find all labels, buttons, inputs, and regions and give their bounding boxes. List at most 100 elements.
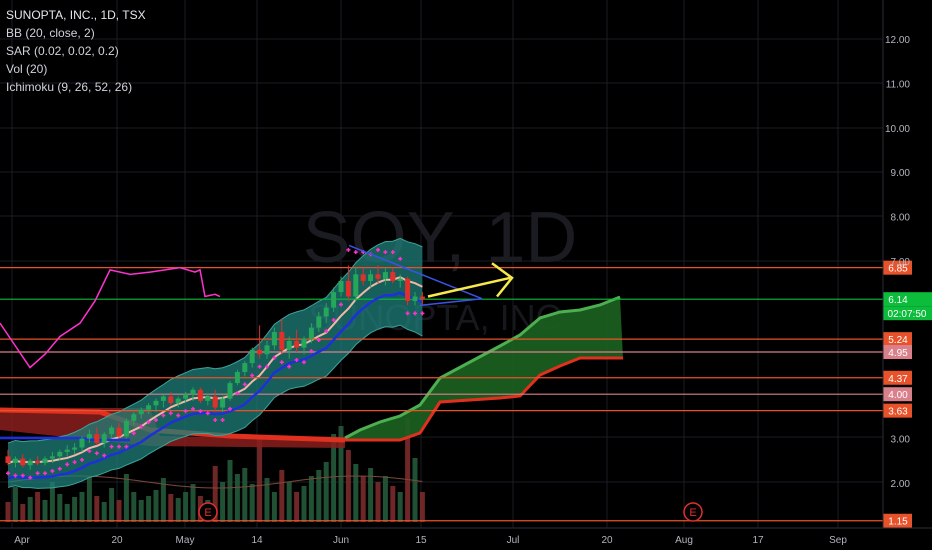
indicator-bb[interactable]: BB (20, close, 2) bbox=[6, 26, 95, 40]
volume-bar bbox=[79, 492, 85, 522]
kijun-line bbox=[7, 291, 423, 480]
candle-body bbox=[138, 409, 144, 415]
price-badge-label: 6.14 bbox=[888, 295, 908, 306]
candle-body bbox=[301, 338, 307, 348]
bollinger-bands bbox=[7, 237, 423, 489]
sar-dot bbox=[346, 247, 351, 252]
volume-bar bbox=[264, 478, 270, 522]
indicator-ichimoku[interactable]: Ichimoku (9, 26, 52, 26) bbox=[6, 80, 133, 94]
breakout-arrow-head[interactable] bbox=[491, 262, 514, 298]
price-badge bbox=[883, 513, 912, 528]
price-tick-label: 9.00 bbox=[891, 168, 911, 179]
sar-dot bbox=[383, 250, 388, 255]
candle-body bbox=[212, 396, 218, 408]
candle-body bbox=[42, 458, 48, 464]
price-tick-label: 2.00 bbox=[891, 479, 911, 490]
time-axis[interactable]: Apr 20 May 14 Jun 15 Jul 20 Aug 17 Sep bbox=[0, 527, 932, 546]
sar-dot bbox=[183, 409, 188, 414]
sar-dot bbox=[124, 444, 129, 449]
volume-bar bbox=[42, 500, 48, 522]
sar-dot bbox=[13, 473, 18, 478]
bb-fill bbox=[8, 238, 423, 489]
candle-body bbox=[57, 451, 63, 457]
sar-dot bbox=[242, 382, 247, 387]
price-tick-label: 8.00 bbox=[891, 213, 911, 224]
time-tick-label: 20 bbox=[111, 535, 123, 546]
volume-bar bbox=[368, 468, 374, 522]
sar-dot bbox=[131, 431, 136, 436]
candle-body bbox=[271, 332, 277, 346]
sar-dot bbox=[154, 417, 158, 422]
candle-body bbox=[153, 400, 159, 406]
symbol-title: SUNOPTA, INC., 1D, TSX bbox=[6, 8, 146, 22]
candle-body bbox=[72, 447, 78, 450]
price-badge bbox=[883, 260, 912, 275]
sar-dot bbox=[117, 444, 121, 449]
volume-bar bbox=[101, 502, 107, 522]
candle-body bbox=[64, 449, 70, 452]
sar-dot bbox=[43, 471, 47, 476]
sar-dot bbox=[109, 444, 114, 449]
horizontal-levels[interactable]: 6.85 6.14 5.24 4.95 4.37 4.00 3.63 1.15 02:07:50 bbox=[0, 260, 932, 528]
volume-bar bbox=[338, 426, 344, 522]
volume-bar bbox=[397, 492, 403, 522]
volume-bar bbox=[153, 490, 159, 522]
price-badge bbox=[883, 403, 912, 418]
sar-dot bbox=[353, 250, 358, 255]
candle-body bbox=[116, 427, 122, 437]
volume-bar bbox=[20, 504, 26, 522]
sar-dot bbox=[376, 247, 380, 252]
candle-body bbox=[27, 460, 33, 466]
time-tick-label: May bbox=[176, 535, 195, 546]
sar-dot bbox=[161, 413, 166, 418]
candle-body bbox=[286, 340, 292, 350]
sar-dot bbox=[309, 349, 314, 354]
price-badge-label: 6.85 bbox=[888, 264, 908, 275]
candle-body bbox=[49, 456, 55, 459]
volume-bar bbox=[242, 468, 248, 522]
volume-bar bbox=[234, 474, 240, 522]
drawings[interactable] bbox=[348, 244, 514, 307]
candle-body bbox=[12, 458, 18, 464]
sar-dot bbox=[65, 462, 70, 467]
volume-bar bbox=[160, 478, 166, 522]
candle-body bbox=[227, 383, 233, 399]
time-tick-label: Aug bbox=[675, 535, 693, 546]
indicator-vol[interactable]: Vol (20) bbox=[6, 62, 48, 76]
bb-lower bbox=[7, 324, 423, 489]
volume-bar bbox=[301, 486, 307, 522]
volume-bars bbox=[5, 418, 425, 522]
sar-dot bbox=[20, 473, 25, 478]
volume-bar bbox=[390, 486, 396, 522]
volume-bar bbox=[49, 482, 55, 522]
candle-body bbox=[35, 460, 41, 464]
volume-bar bbox=[353, 464, 359, 522]
price-tick-label: 3.00 bbox=[891, 435, 911, 446]
price-badge bbox=[883, 387, 912, 402]
senkou-span-b bbox=[345, 356, 623, 442]
sar-dot bbox=[6, 471, 10, 476]
triangle-pattern[interactable] bbox=[348, 244, 483, 307]
sar-dot bbox=[302, 360, 306, 365]
breakout-arrow-shaft[interactable] bbox=[427, 276, 511, 298]
candle-body bbox=[264, 345, 270, 355]
candle-body bbox=[279, 332, 285, 350]
candle-body bbox=[175, 398, 181, 404]
volume-bar bbox=[286, 482, 292, 522]
watermark-symbol: SOY, 1D bbox=[303, 198, 578, 278]
volume-bar bbox=[5, 502, 11, 522]
candle-body bbox=[419, 296, 425, 300]
candle-body bbox=[190, 389, 196, 395]
time-tick-label: 14 bbox=[251, 535, 263, 546]
candle-body bbox=[249, 349, 255, 364]
price-tick-label: 11.00 bbox=[886, 79, 911, 90]
price-axis[interactable]: 12.00 11.00 10.00 9.00 8.00 7.00 3.00 2.00 bbox=[882, 0, 911, 528]
volume-bar bbox=[27, 497, 33, 522]
volume-bar bbox=[190, 484, 196, 522]
indicator-sar[interactable]: SAR (0.02, 0.02, 0.2) bbox=[6, 44, 119, 58]
candle-body bbox=[331, 292, 337, 308]
volume-bar bbox=[227, 460, 233, 522]
earnings-marker-label: E bbox=[689, 507, 696, 519]
